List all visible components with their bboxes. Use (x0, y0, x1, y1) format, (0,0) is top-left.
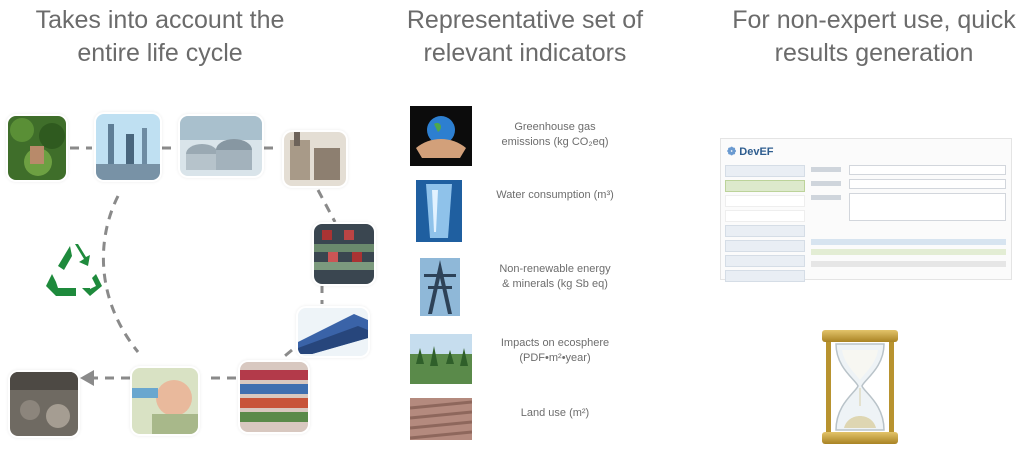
recycle-icon (46, 244, 102, 296)
indicator-line: Water consumption (m³) (496, 189, 614, 201)
photo-truck-transport (298, 308, 368, 356)
connector-dash (101, 195, 140, 353)
app-screenshot: ❁ DevEF (720, 138, 1012, 282)
heading-line: Representative set of (406, 6, 644, 34)
photo-factory (284, 132, 346, 186)
connector-dash (279, 348, 293, 362)
photo-consumer-use (132, 368, 198, 434)
photo-landfill (10, 372, 78, 436)
app-logo: ❁ DevEF (727, 145, 774, 158)
indicator-ghg-label: Greenhouse gas emissions (kg CO₂eq) (480, 120, 630, 150)
indicator-energy-label: Non-renewable energy & minerals (kg Sb e… (480, 262, 630, 292)
indicator-line: & minerals (kg Sb eq) (502, 278, 608, 290)
app-form-row (811, 165, 1006, 175)
app-toolbar (811, 261, 1006, 267)
indicator-line: Greenhouse gas (514, 121, 596, 133)
app-logo-icon: ❁ (727, 146, 737, 158)
water-glass-photo (416, 180, 462, 242)
heading-line: For non-expert use, quick (732, 6, 1016, 34)
app-sidebar-item (725, 165, 805, 177)
app-form (811, 165, 1006, 226)
app-sidebar-item (725, 180, 805, 192)
indicator-water-label: Water consumption (m³) (480, 188, 630, 203)
app-logo-text: DevEF (739, 146, 774, 158)
heading-quick-results: For non-expert use, quick results genera… (715, 4, 1033, 70)
heading-indicators: Representative set of relevant indicator… (365, 4, 685, 70)
indicator-line: Impacts on ecosphere (500, 337, 610, 349)
indicator-line: (PDF•m²•year) (519, 352, 591, 364)
arrow-head (80, 370, 94, 386)
app-form-row (811, 193, 1006, 221)
photo-retail-shelves (240, 362, 308, 432)
photo-production-line (314, 224, 374, 284)
hourglass-icon (822, 330, 898, 444)
photo-plantation (8, 116, 66, 180)
heading-line: Takes into account the (35, 6, 285, 34)
app-sidebar-item (725, 240, 805, 252)
earth-in-hands-photo (410, 106, 472, 166)
indicator-line: Land use (m²) (520, 407, 590, 419)
indicator-ecosphere-label: Impacts on ecosphere (PDF•m²•year) (480, 336, 630, 366)
app-sidebar-item (725, 210, 805, 222)
indicator-land-use-label: Land use (m²) (480, 406, 630, 421)
heading-life-cycle: Takes into account the entire life cycle (0, 4, 320, 70)
indicator-line: emissions (kg CO₂eq) (501, 136, 609, 148)
app-sidebar-item (725, 195, 805, 207)
app-sidebar-item (725, 255, 805, 267)
heading-line: relevant indicators (423, 39, 627, 67)
power-pylon-photo (420, 258, 460, 316)
app-toolbar (811, 239, 1006, 245)
app-form-row (811, 179, 1006, 189)
heading-line: entire life cycle (77, 39, 243, 67)
app-sidebar (725, 165, 805, 285)
app-toolbar (811, 249, 1006, 255)
app-sidebar-item (725, 225, 805, 237)
forest-landscape-photo (410, 334, 472, 384)
app-sidebar-item (725, 270, 805, 282)
indicator-line: Non-renewable energy (499, 263, 611, 275)
photo-oil-refinery (96, 114, 160, 180)
cleared-land-photo (410, 398, 472, 440)
connector-dash (316, 189, 337, 223)
photo-storage-tanks (180, 116, 262, 176)
heading-line: results generation (774, 39, 974, 67)
